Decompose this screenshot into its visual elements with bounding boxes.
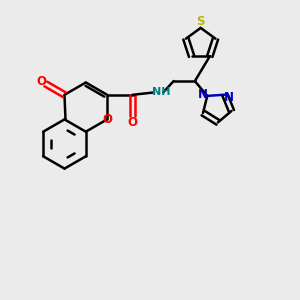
Text: N: N [197, 88, 208, 101]
Text: O: O [128, 116, 138, 129]
Text: S: S [196, 15, 205, 28]
Text: O: O [36, 75, 46, 88]
Text: O: O [102, 113, 112, 126]
Text: N: N [224, 91, 233, 103]
Text: NH: NH [152, 87, 170, 98]
